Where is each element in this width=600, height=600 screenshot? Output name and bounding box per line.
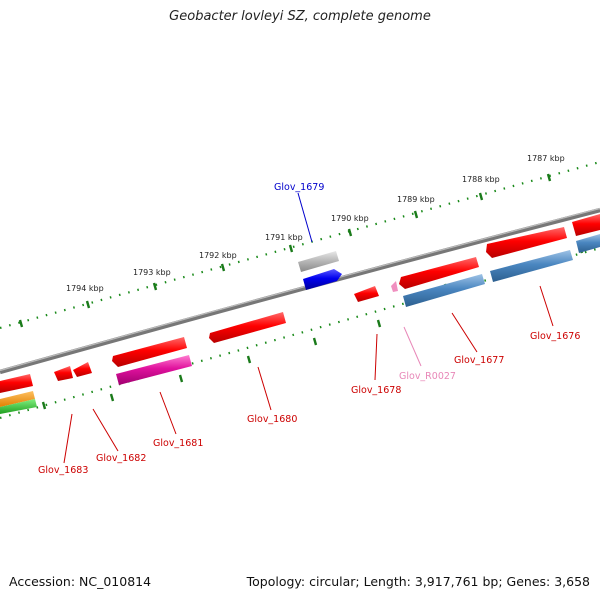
leader-lines — [63, 192, 554, 464]
tick-label: 1788 kbp — [462, 175, 500, 184]
tick-marks — [18, 173, 552, 328]
tick-label: 1791 kbp — [265, 233, 303, 242]
reverse-strand-genes — [0, 227, 600, 414]
forward-strand-genes — [298, 214, 600, 290]
tick-label: 1794 kbp — [66, 284, 104, 293]
gene-label: Glov_1683 — [38, 465, 88, 476]
genome-backbone — [0, 207, 600, 375]
gene-feature-glov-1677 — [399, 257, 479, 289]
gene-label: Glov_1679 — [274, 182, 324, 193]
gene-label: Glov_1681 — [153, 438, 203, 449]
gene-feature-glov-1681 — [112, 337, 187, 367]
gene-feature — [0, 391, 35, 407]
tick-label: 1792 kbp — [199, 251, 237, 260]
tick-label: 1793 kbp — [133, 268, 171, 277]
gene-feature — [572, 214, 600, 236]
gene-label: Glov_1677 — [454, 355, 504, 366]
gene-feature — [403, 274, 485, 307]
tick-labels: 1787 kbp 1788 kbp 1789 kbp 1790 kbp 1791… — [66, 154, 565, 293]
gene-feature-glov-1676 — [486, 227, 567, 258]
map-title: Geobacter lovleyi SZ, complete genome — [169, 9, 431, 24]
gene-labels: Glov_1679 Glov_1676 Glov_1677 Glov_R0027… — [38, 182, 580, 476]
gene-feature — [490, 250, 573, 282]
tick-label: 1789 kbp — [397, 195, 435, 204]
gene-feature-glov-1680 — [209, 312, 286, 343]
tick-label: 1787 kbp — [527, 154, 565, 163]
gene-label: Glov_R0027 — [399, 371, 456, 382]
gene-feature-glov-1679 — [303, 269, 342, 290]
gene-feature-glov-1682 — [73, 362, 92, 377]
gene-feature — [116, 355, 192, 385]
gene-label: Glov_1682 — [96, 453, 146, 464]
gene-label: Glov_1680 — [247, 414, 297, 425]
gene-feature — [298, 251, 339, 272]
tick-label: 1790 kbp — [331, 214, 369, 223]
gene-feature-glov-1683 — [54, 366, 73, 381]
gene-label: Glov_1678 — [351, 385, 401, 396]
genome-stats-text: Topology: circular; Length: 3,917,761 bp… — [246, 574, 590, 589]
gene-feature-glov-r0027 — [391, 281, 398, 292]
gene-feature — [576, 234, 600, 253]
accession-text: Accession: NC_010814 — [9, 574, 152, 589]
gene-feature — [0, 399, 37, 414]
gene-feature — [0, 374, 33, 393]
gene-label: Glov_1676 — [530, 331, 580, 342]
gene-feature-glov-1678 — [354, 286, 379, 302]
